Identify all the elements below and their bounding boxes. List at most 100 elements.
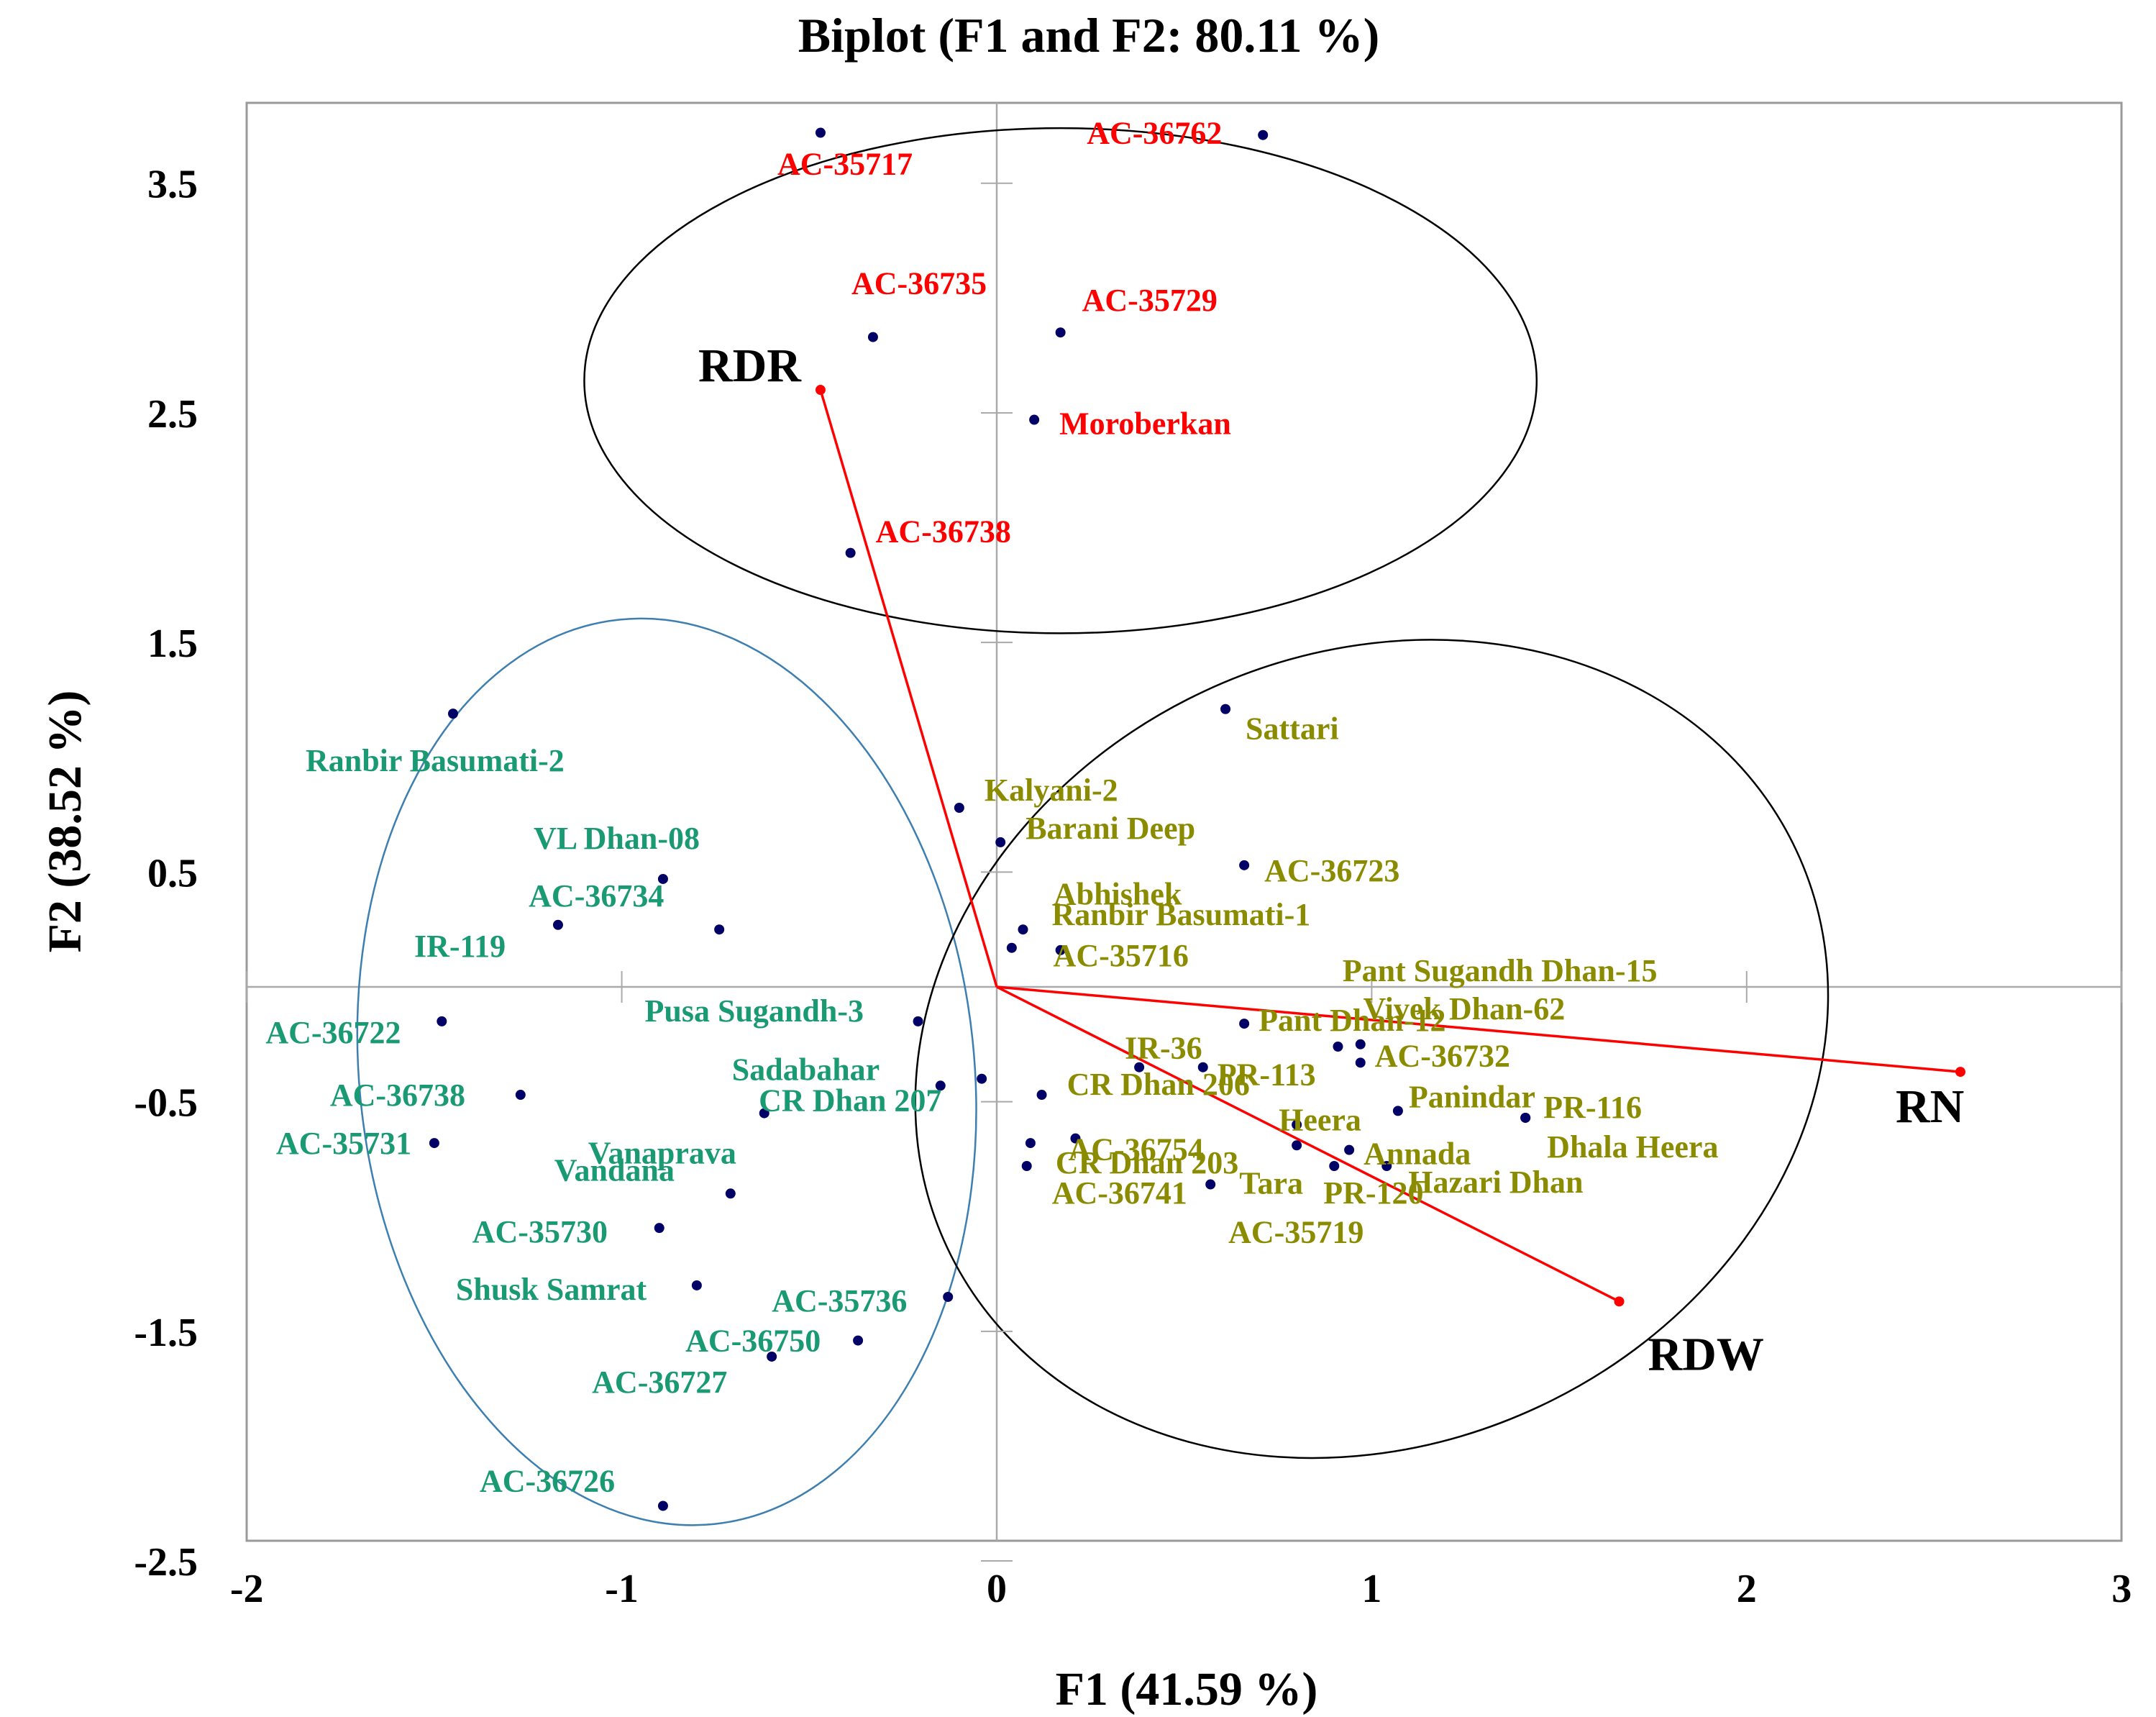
point-label-pr-120: PR-120 <box>1323 1175 1423 1211</box>
point-ac-36738 <box>845 547 856 558</box>
vector-tip-rdw <box>1614 1296 1625 1307</box>
point-label-cr-dhan-206: CR Dhan 206 <box>1067 1067 1250 1102</box>
point-label-heera: Heera <box>1279 1103 1361 1138</box>
point-label-ac-35736: AC-35736 <box>772 1283 907 1319</box>
vector-label-rn: RN <box>1896 1080 1964 1133</box>
point-ir-119 <box>552 919 563 930</box>
point-label-ranbir-basumati-2: Ranbir Basumati-2 <box>306 743 565 778</box>
point-label-ac-35719: AC-35719 <box>1228 1214 1364 1249</box>
point-pant-dhan-12 <box>1239 1019 1250 1029</box>
point-label-ac-35731: AC-35731 <box>276 1126 411 1161</box>
point-label-dhala-heera: Dhala Heera <box>1547 1129 1718 1165</box>
point-cr-dhan-203 <box>1025 1138 1036 1149</box>
vector-labels: RDR RN RDW <box>698 340 1964 1380</box>
point-ac-36750 <box>853 1335 864 1346</box>
point-pr-120 <box>1329 1160 1340 1171</box>
point-ac-36722 <box>437 1016 447 1026</box>
point-panindar <box>1392 1106 1403 1116</box>
point-label-pant-sugandh-dhan-15: Pant Sugandh Dhan-15 <box>1343 953 1658 988</box>
point-pr-113 <box>1197 1062 1208 1072</box>
point-dhala-heera <box>1520 1112 1531 1123</box>
point-label-tara: Tara <box>1239 1166 1303 1201</box>
point-label-ir-36: IR-36 <box>1125 1031 1202 1066</box>
point-label-sattari: Sattari <box>1246 711 1339 747</box>
point-label-annada: Annada <box>1364 1137 1471 1172</box>
point-shusk-samrat <box>691 1280 702 1290</box>
point-label-sadabahar: Sadabahar <box>732 1052 880 1087</box>
point-ac-35716 <box>1055 944 1066 955</box>
y-axis-label: F2 (38.52 %) <box>39 691 91 953</box>
point-ac-35719 <box>1292 1140 1302 1151</box>
point-label-ac-36735: AC-36735 <box>851 266 987 301</box>
point-ac-36723 <box>1239 860 1250 870</box>
point-vanaprava <box>759 1108 769 1119</box>
point-label-vanaprava: Vanaprava <box>588 1136 736 1171</box>
y-axis-tick-labels: 3.5 2.5 1.5 0.5 -0.5 -1.5 -2.5 <box>134 163 198 1585</box>
vector-label-rdw: RDW <box>1648 1328 1764 1380</box>
point-label-ac-36722: AC-36722 <box>265 1015 401 1050</box>
point-sattari <box>1220 703 1231 714</box>
variable-vectors <box>815 385 1965 1307</box>
point-vl-dhan-08 <box>657 873 668 884</box>
cluster-ellipse-3 <box>914 639 1830 1459</box>
point-label-moroberkan: Moroberkan <box>1059 406 1231 442</box>
point-ranbir-basumati-1 <box>1018 924 1028 935</box>
y-tick-label: 1.5 <box>147 621 198 666</box>
point-moroberkan <box>1029 414 1040 425</box>
y-tick-label: 0.5 <box>147 851 198 896</box>
y-tick-label: -0.5 <box>134 1081 198 1126</box>
vector-label-rdr: RDR <box>698 340 802 392</box>
vector-tip-rn <box>1955 1067 1965 1078</box>
point-label-ac-36732: AC-36732 <box>1375 1038 1510 1073</box>
point-ac-36726 <box>657 1500 668 1511</box>
point-ac-36741 <box>1021 1160 1032 1171</box>
point-label-ac-36738: AC-36738 <box>330 1078 465 1113</box>
vector-line-rn <box>996 985 1961 1073</box>
point-ac-36738 <box>515 1090 526 1101</box>
point-label-ac-36734: AC-36734 <box>529 878 664 914</box>
x-tick-label: -2 <box>230 1567 264 1611</box>
point-label-pr-113: PR-113 <box>1218 1057 1316 1093</box>
point-vivek-dhan-62 <box>1333 1041 1343 1052</box>
point-ac-35730 <box>654 1223 664 1234</box>
x-tick-label: -1 <box>605 1567 639 1611</box>
vector-tip-rdr <box>815 385 826 396</box>
inner-ticks <box>246 182 2123 1562</box>
point-label-shusk-samrat: Shusk Samrat <box>456 1272 647 1307</box>
point-label-kalyani-2: Kalyani-2 <box>985 773 1118 808</box>
point-vandana <box>725 1188 736 1199</box>
point-label-ir-119: IR-119 <box>414 929 506 964</box>
point-ac-36754 <box>1070 1133 1081 1144</box>
y-tick-label: 2.5 <box>147 392 198 437</box>
y-tick-label: 3.5 <box>147 163 198 207</box>
cluster-ellipses <box>356 127 1830 1526</box>
point-label-pant-dhan-12: Pant Dhan-12 <box>1259 1003 1445 1038</box>
point-label-hazari-dhan: Hazari Dhan <box>1408 1165 1583 1200</box>
point-ac-36727 <box>767 1351 777 1362</box>
point-abhishek <box>1006 942 1017 953</box>
point-label-ac-36762: AC-36762 <box>1087 116 1222 151</box>
observation-labels: AC-35717 AC-36762 AC-36735 AC-35729 Moroberk… <box>265 116 1718 1499</box>
observation-points <box>429 127 1531 1511</box>
point-label-ac-36738: AC-36738 <box>876 514 1011 550</box>
point-label-ac-36741: AC-36741 <box>1052 1175 1187 1211</box>
chart-title: Biplot (F1 and F2: 80.11 %) <box>798 8 1380 63</box>
point-pant-sugandh-dhan-15 <box>1355 1039 1366 1049</box>
point-label-ac-36727: AC-36727 <box>592 1365 727 1400</box>
cluster-ellipse-1 <box>583 127 1538 634</box>
point-label-vl-dhan-08: VL Dhan-08 <box>534 821 700 856</box>
cluster-ellipse-2 <box>356 617 977 1526</box>
y-tick-label: -2.5 <box>134 1540 198 1585</box>
point-hazari-dhan <box>1381 1160 1392 1171</box>
point-label-ac-36723: AC-36723 <box>1264 853 1399 888</box>
point-ir-36 <box>1134 1062 1145 1072</box>
point-cr-dhan-206 <box>1036 1090 1047 1101</box>
x-tick-label: 3 <box>2111 1567 2132 1611</box>
point-annada <box>1344 1144 1355 1155</box>
point-ac-35717 <box>815 127 826 138</box>
point-ranbir-basumati-2 <box>447 709 458 719</box>
vector-line-rdr <box>819 389 998 988</box>
point-heera <box>1292 1119 1302 1130</box>
point-label-pr-116: PR-116 <box>1543 1090 1642 1125</box>
